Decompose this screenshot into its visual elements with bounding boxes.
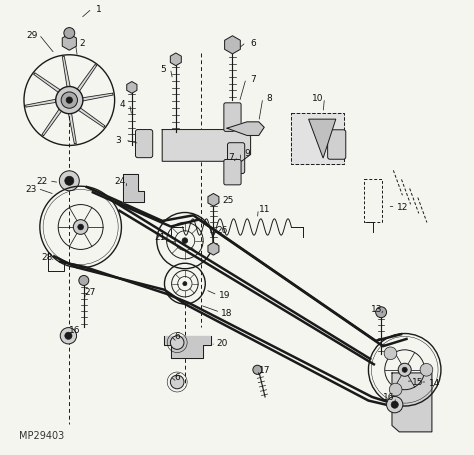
- Polygon shape: [80, 94, 113, 102]
- Circle shape: [170, 336, 184, 349]
- Polygon shape: [123, 174, 144, 202]
- Text: 16: 16: [69, 325, 81, 334]
- Text: 9: 9: [244, 148, 250, 157]
- Circle shape: [60, 328, 77, 344]
- Text: 19: 19: [219, 291, 230, 300]
- Polygon shape: [309, 120, 336, 159]
- Text: 1: 1: [96, 5, 101, 14]
- Circle shape: [65, 333, 72, 339]
- Text: 22: 22: [36, 177, 48, 186]
- Circle shape: [389, 384, 402, 396]
- FancyBboxPatch shape: [224, 160, 241, 186]
- Circle shape: [402, 368, 407, 373]
- Text: 14: 14: [428, 378, 440, 387]
- Circle shape: [183, 282, 187, 286]
- Text: 6: 6: [250, 39, 256, 47]
- Circle shape: [66, 98, 73, 104]
- Text: MP29403: MP29403: [18, 430, 64, 440]
- Circle shape: [56, 87, 83, 115]
- Circle shape: [391, 401, 398, 409]
- Text: 4: 4: [120, 100, 126, 109]
- Text: 7: 7: [250, 75, 256, 84]
- Text: 12: 12: [397, 202, 408, 212]
- Circle shape: [78, 225, 83, 230]
- Text: 6: 6: [174, 332, 180, 340]
- Circle shape: [65, 177, 74, 186]
- Text: 13: 13: [371, 304, 383, 313]
- Polygon shape: [162, 130, 251, 162]
- Circle shape: [64, 29, 75, 40]
- FancyBboxPatch shape: [228, 143, 245, 174]
- Circle shape: [376, 307, 387, 318]
- Polygon shape: [68, 111, 76, 144]
- Polygon shape: [292, 114, 344, 164]
- Polygon shape: [392, 373, 432, 432]
- Text: 16: 16: [383, 393, 394, 402]
- Circle shape: [398, 364, 411, 376]
- Circle shape: [73, 220, 88, 235]
- Text: 2: 2: [79, 39, 85, 47]
- FancyBboxPatch shape: [136, 130, 153, 158]
- Text: 10: 10: [312, 94, 323, 103]
- Circle shape: [79, 276, 89, 286]
- Circle shape: [420, 364, 433, 376]
- Circle shape: [170, 375, 184, 389]
- Text: 8: 8: [267, 94, 273, 103]
- Text: 7: 7: [228, 153, 235, 162]
- Circle shape: [384, 347, 397, 360]
- Circle shape: [59, 172, 79, 191]
- Circle shape: [182, 238, 188, 244]
- Text: 17: 17: [259, 365, 271, 374]
- Circle shape: [61, 93, 77, 109]
- Text: 15: 15: [411, 377, 423, 386]
- Text: 11: 11: [259, 205, 271, 214]
- Text: 20: 20: [217, 339, 228, 347]
- Text: 27: 27: [84, 287, 95, 296]
- Text: 29: 29: [27, 31, 38, 40]
- Text: 28: 28: [41, 253, 52, 261]
- Polygon shape: [75, 66, 97, 95]
- Text: 26: 26: [217, 225, 228, 234]
- Polygon shape: [62, 57, 71, 91]
- Text: 23: 23: [25, 185, 36, 193]
- Text: 6: 6: [174, 372, 180, 381]
- FancyBboxPatch shape: [224, 104, 241, 132]
- Polygon shape: [164, 336, 211, 359]
- Text: 3: 3: [115, 136, 121, 145]
- Polygon shape: [75, 107, 105, 128]
- Text: 21: 21: [154, 233, 165, 242]
- Text: 18: 18: [221, 308, 233, 317]
- Polygon shape: [42, 107, 64, 136]
- Circle shape: [253, 365, 262, 374]
- Text: 24: 24: [114, 177, 126, 186]
- Text: 5: 5: [161, 65, 166, 74]
- Polygon shape: [227, 122, 264, 136]
- FancyBboxPatch shape: [328, 131, 346, 160]
- Circle shape: [387, 397, 403, 413]
- Text: 25: 25: [222, 196, 234, 205]
- Polygon shape: [34, 74, 63, 95]
- Polygon shape: [26, 100, 59, 108]
